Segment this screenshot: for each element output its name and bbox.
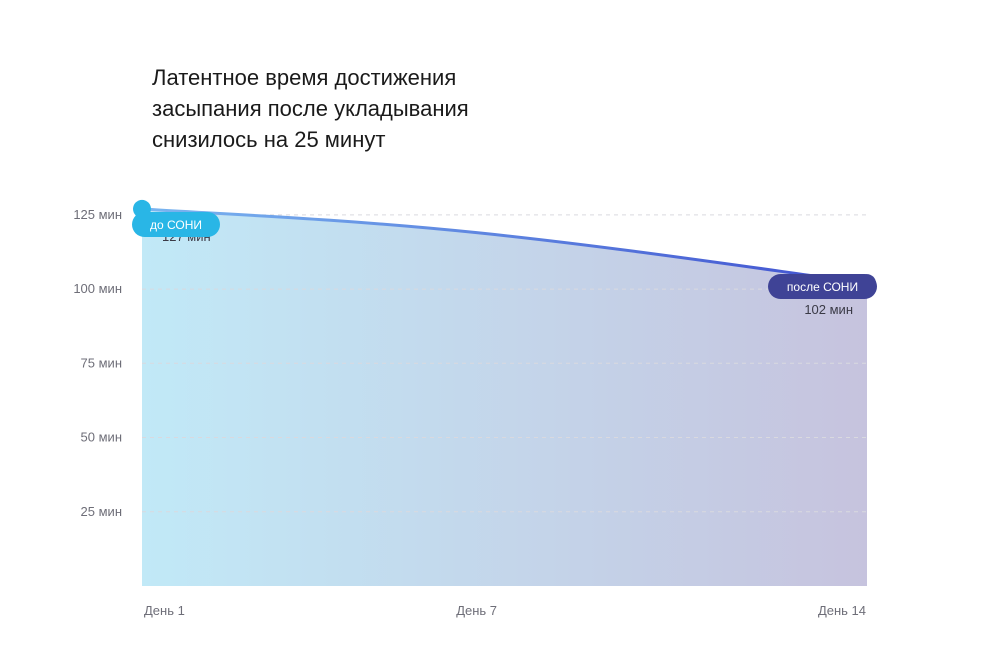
badge-before-label: до СОНИ	[150, 218, 202, 232]
badge-after: после СОНИ	[768, 274, 877, 299]
chart-title: Латентное время достижения засыпания пос…	[152, 65, 469, 152]
y-tick-label: 100 мин	[73, 281, 122, 296]
x-tick-label: День 14	[818, 603, 866, 618]
series-line	[140, 207, 869, 285]
badge-before-bg	[132, 212, 220, 237]
x-tick-label: День 1	[144, 603, 185, 618]
y-tick-label: 125 мин	[73, 207, 122, 222]
badge-before: до СОНИ	[132, 212, 220, 237]
badge-after-label: после СОНИ	[787, 280, 858, 294]
y-tick-label: 25 мин	[81, 504, 122, 519]
badge-after-bg	[768, 274, 877, 299]
y-tick-label: 50 мин	[81, 430, 122, 445]
data-label-end: 102 мин	[804, 302, 853, 317]
area-fill	[142, 208, 867, 586]
y-tick-label: 75 мин	[81, 355, 122, 370]
x-tick-label: День 7	[456, 603, 497, 618]
